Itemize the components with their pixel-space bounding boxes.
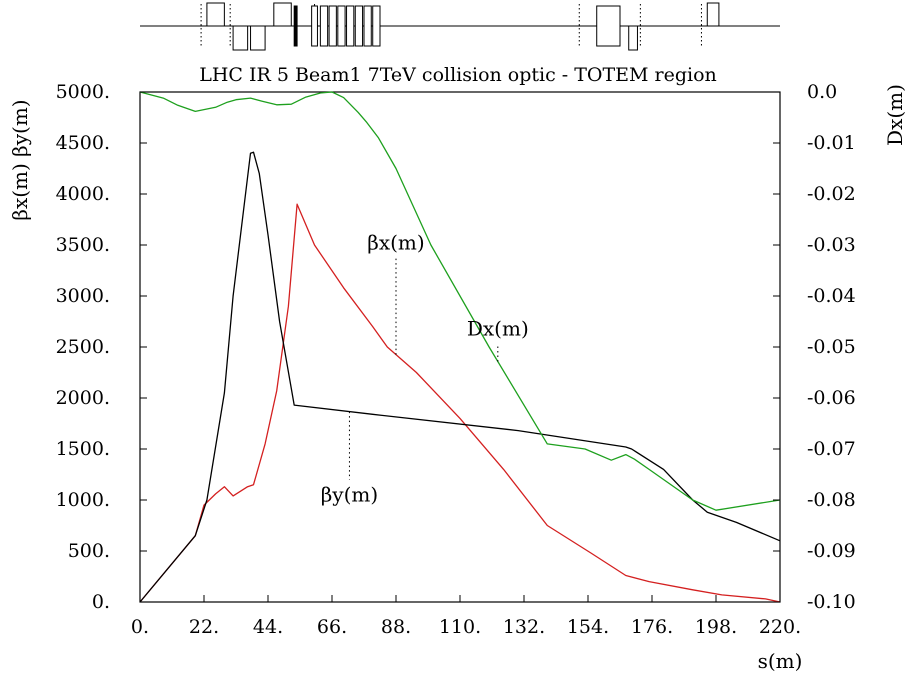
y-left-tick-label: 500. (68, 540, 110, 562)
y-left-tick-label: 0. (92, 591, 110, 613)
beamline-element (596, 5, 621, 47)
chart-title: LHC IR 5 Beam1 7TeV collision optic - TO… (199, 64, 717, 86)
beamline-element (346, 5, 355, 47)
y-left-tick-label: 3500. (56, 234, 110, 256)
beamline-element (311, 5, 318, 47)
beamline-element (293, 5, 298, 47)
beamline-element (372, 5, 381, 47)
plot-frame (139, 91, 781, 603)
series-line-ym (139, 151, 781, 603)
y-right-axis-label: Dx(m) (883, 84, 907, 146)
series-line-dxm (139, 91, 781, 511)
y-right-axis-ticks: -0.10 -0.09 -0.08 -0.07 -0.06 -0.05 -0.04 -0.03… (773, 81, 856, 613)
x-tick-label: 22. (189, 616, 219, 638)
beamline-element (706, 2, 720, 27)
beamline-element (273, 2, 292, 27)
x-tick-label: 132. (503, 616, 545, 638)
x-tick-label: 110. (439, 616, 481, 638)
y-right-tick-label: 0.0 (807, 81, 837, 103)
y-right-tick-label: -0.03 (807, 234, 856, 256)
y-right-tick-label: -0.08 (807, 489, 856, 511)
y-left-tick-label: 4500. (56, 132, 110, 154)
y-left-axis-ticks: 0. 500. 1000. 1500. 2000. 2500. 3000. 3500. 4000… (56, 81, 147, 613)
y-right-tick-label: -0.10 (807, 591, 856, 613)
beamline-element (206, 2, 225, 27)
y-right-tick-label: -0.09 (807, 540, 856, 562)
x-tick-label: 176. (631, 616, 673, 638)
y-left-tick-label: 4000. (56, 183, 110, 205)
beamline-element (354, 5, 364, 47)
y-right-tick-label: -0.05 (807, 336, 856, 358)
beamline-element (232, 25, 249, 51)
y-left-tick-label: 5000. (56, 81, 110, 103)
x-tick-label: 154. (567, 616, 609, 638)
beamline-element (250, 25, 266, 51)
x-tick-label: 220. (759, 616, 801, 638)
x-tick-label: 88. (381, 616, 411, 638)
beamline-element (319, 5, 329, 47)
x-axis-label: s(m) (758, 649, 803, 673)
annotation-label: βx(m) (367, 231, 424, 255)
y-right-tick-label: -0.02 (807, 183, 856, 205)
series-line-xm (139, 203, 781, 603)
y-left-tick-label: 2500. (56, 336, 110, 358)
y-left-axis-label: βx(m) βy(m) (8, 99, 32, 220)
y-left-tick-label: 2000. (56, 387, 110, 409)
y-left-tick-label: 1000. (56, 489, 110, 511)
beamline-element (628, 25, 638, 51)
beamline-element (337, 5, 346, 47)
x-tick-label: 198. (695, 616, 737, 638)
y-right-tick-label: -0.06 (807, 387, 856, 409)
annotation-label: Dx(m) (467, 317, 529, 341)
series-layer (139, 91, 781, 603)
y-right-tick-label: -0.01 (807, 132, 856, 154)
y-left-tick-label: 3000. (56, 285, 110, 307)
x-axis-ticks: 0. 22. 44. 66. 88. 110. 132. 154. 176. 198. 220. (131, 595, 801, 638)
beamline-element-bar (140, 2, 780, 51)
beamline-element (363, 5, 372, 47)
y-right-tick-label: -0.07 (807, 438, 856, 460)
x-tick-label: 0. (131, 616, 149, 638)
beamline-element (328, 5, 337, 47)
y-left-tick-label: 1500. (56, 438, 110, 460)
x-tick-label: 66. (317, 616, 347, 638)
y-right-tick-label: -0.04 (807, 285, 856, 307)
annotation-layer: Dx(m) βx(m) βy(m) (321, 231, 529, 507)
x-tick-label: 44. (253, 616, 283, 638)
annotation-label: βy(m) (321, 483, 378, 507)
